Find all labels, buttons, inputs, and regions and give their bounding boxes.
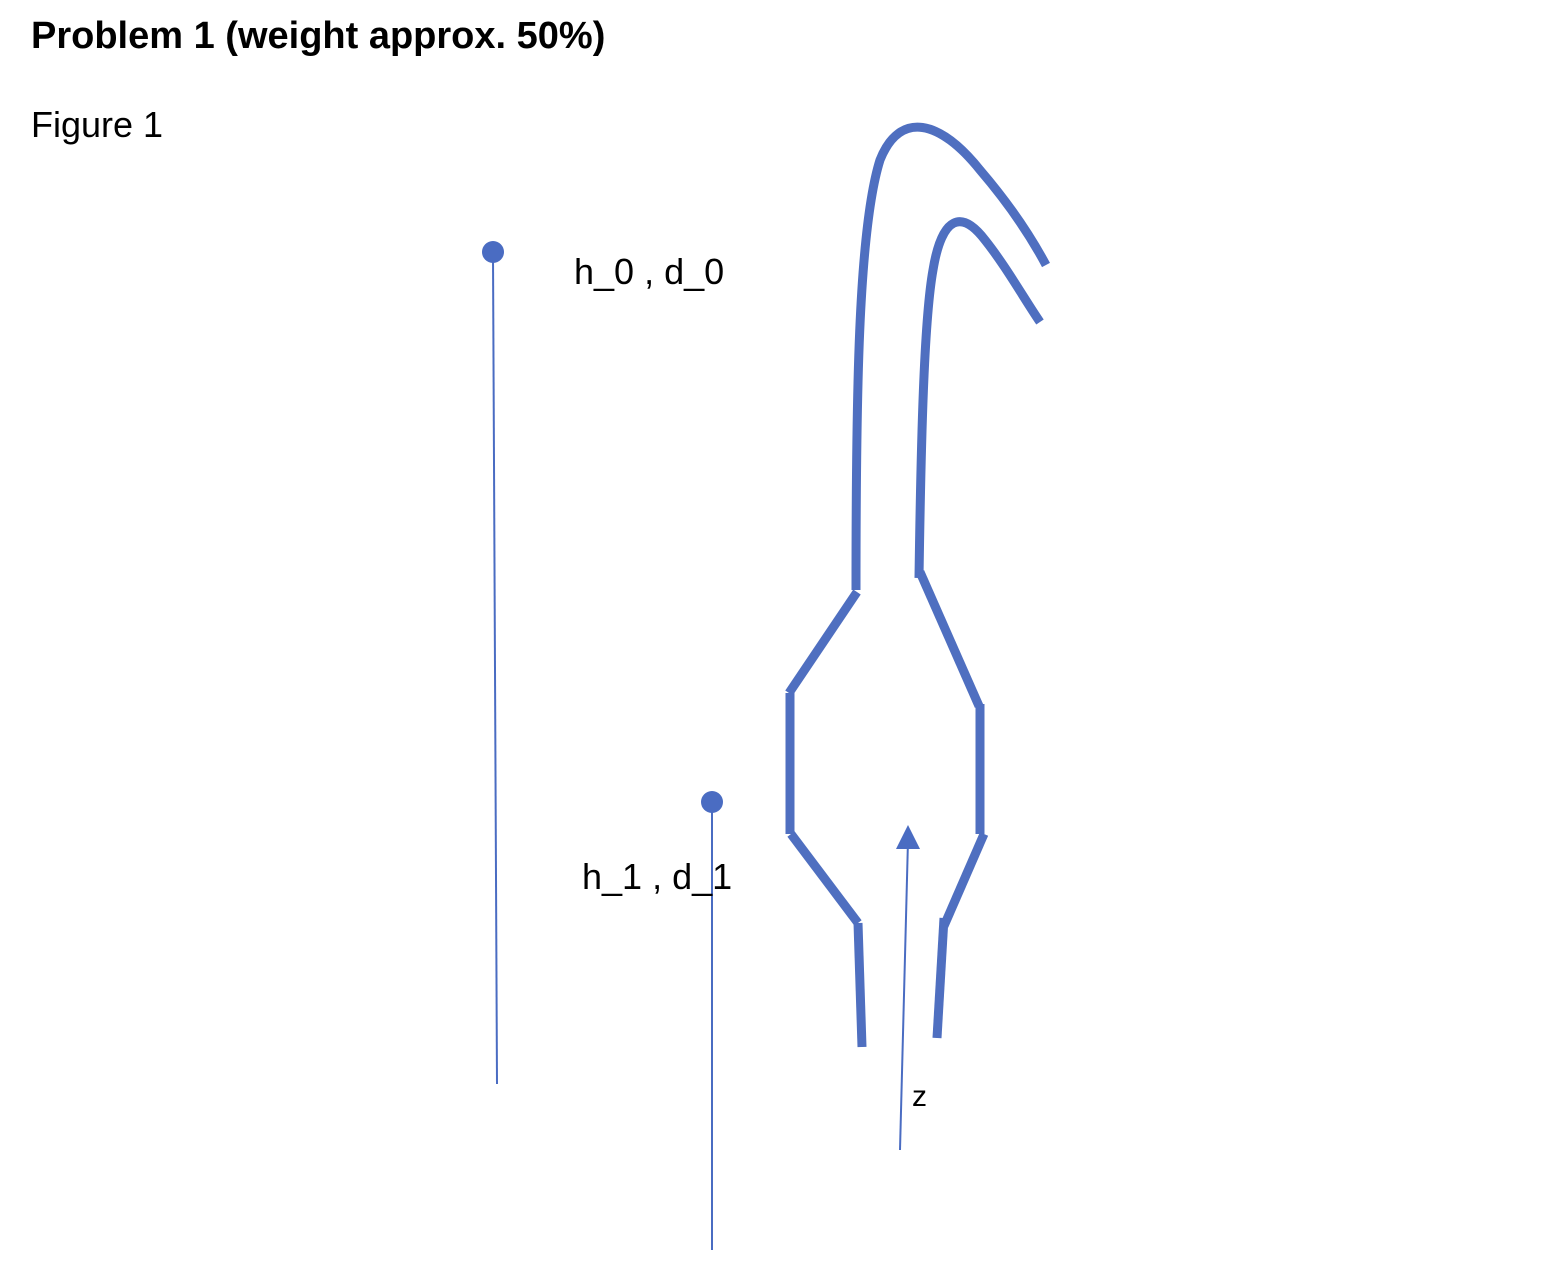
z-axis-label: z [912,1080,927,1113]
height-marker-1 [701,791,723,813]
z-axis-line [899,839,909,1151]
height-marker-0 [482,241,504,263]
pipe-inner-curve [914,217,1044,579]
height-indicator-0: h_0 , d_0 [482,241,724,1085]
height-indicator-1: h_1 , d_1 [582,791,732,1250]
pipe-left-inlet [853,922,867,1048]
pipe-right-inlet [932,917,949,1039]
figure-caption: Figure 1 [31,104,164,145]
pipe-right-lower-taper [939,832,989,928]
pipe-left-lower-taper [787,831,862,926]
z-axis-arrowhead [896,825,920,849]
problem-heading: Problem 1 (weight approx. 50%) [31,15,606,57]
pipe-outer-curve [851,122,1050,591]
pipe-left-upper-taper [785,589,861,696]
height-line-0 [492,255,498,1085]
pipe [785,122,1050,1048]
label-h1-d1: h_1 , d_1 [582,856,732,897]
pipe-right-upper-taper [915,570,984,708]
label-h0-d0: h_0 , d_0 [574,251,724,292]
z-axis: z [896,825,927,1151]
